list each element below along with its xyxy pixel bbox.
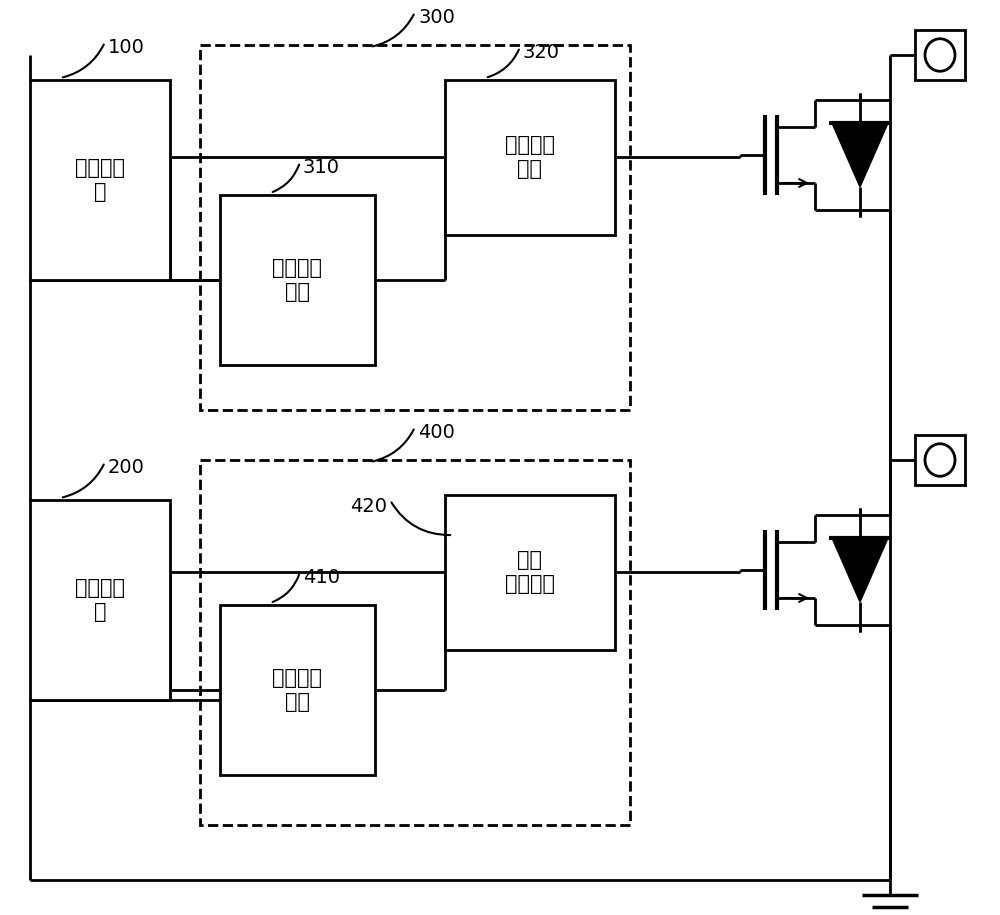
- Bar: [220, 605, 375, 775]
- Text: 420: 420: [350, 497, 387, 516]
- Text: 410: 410: [303, 568, 340, 587]
- Polygon shape: [832, 538, 888, 602]
- Bar: [220, 195, 375, 365]
- Bar: [30, 80, 170, 280]
- Text: 第二
钓位电路: 第二 钓位电路: [505, 551, 555, 594]
- Bar: [445, 80, 615, 235]
- Bar: [200, 460, 630, 825]
- Ellipse shape: [925, 444, 955, 476]
- Text: 320: 320: [523, 43, 560, 62]
- Text: 310: 310: [303, 158, 340, 177]
- Text: 400: 400: [418, 423, 455, 442]
- Text: 200: 200: [108, 458, 145, 477]
- Bar: [200, 45, 630, 410]
- Bar: [30, 500, 170, 700]
- Ellipse shape: [925, 38, 955, 71]
- Text: 第二变压
器: 第二变压 器: [75, 578, 125, 621]
- Bar: [915, 435, 965, 485]
- Bar: [915, 30, 965, 80]
- Text: 300: 300: [418, 8, 455, 27]
- Text: 第一钓位
电路: 第一钓位 电路: [505, 135, 555, 178]
- Text: 第一补偿
电路: 第一补偿 电路: [272, 258, 322, 302]
- Bar: [445, 495, 615, 650]
- Text: 100: 100: [108, 38, 145, 57]
- Polygon shape: [832, 123, 888, 187]
- Text: 第一变压
器: 第一变压 器: [75, 158, 125, 201]
- Text: 第二补偿
电路: 第二补偿 电路: [272, 668, 322, 712]
